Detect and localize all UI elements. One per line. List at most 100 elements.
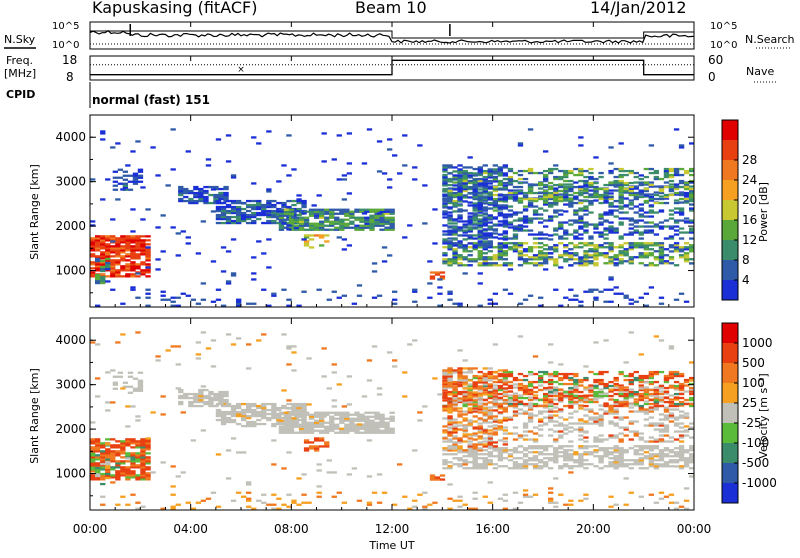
scatter-cell bbox=[379, 209, 384, 211]
scatter-cell bbox=[488, 429, 493, 431]
scatter-cell bbox=[110, 247, 115, 249]
scatter-cell bbox=[558, 447, 563, 449]
scatter-cell bbox=[251, 405, 256, 407]
scatter-cell bbox=[548, 492, 553, 494]
scatter-cell bbox=[430, 277, 435, 279]
scatter-cell bbox=[447, 431, 452, 433]
scatter-cell bbox=[598, 215, 603, 217]
noise-right-tick-low: 10^0 bbox=[710, 40, 737, 51]
scatter-cell bbox=[390, 418, 395, 420]
scatter-cell bbox=[110, 468, 115, 470]
scatter-cell bbox=[558, 395, 563, 397]
scatter-cell bbox=[614, 434, 619, 436]
scatter-cell bbox=[289, 424, 294, 426]
scatter-cell bbox=[130, 251, 135, 253]
scatter-cell bbox=[231, 222, 236, 224]
scatter-cell bbox=[468, 182, 473, 184]
freq-panel: Freq. [MHz] 18 8 60 0 Nave × bbox=[4, 53, 776, 84]
scatter-cell bbox=[518, 192, 523, 194]
scatter-cell bbox=[447, 445, 452, 447]
scatter-cell bbox=[614, 377, 619, 379]
scatter-cell bbox=[324, 432, 329, 434]
ytick-label: 2000 bbox=[55, 219, 86, 233]
scatter-cell bbox=[201, 220, 206, 222]
scatter-cell bbox=[140, 448, 145, 450]
scatter-cell bbox=[266, 417, 271, 419]
scatter-cell bbox=[543, 198, 548, 200]
scatter-cell bbox=[130, 472, 135, 474]
scatter-cell bbox=[231, 500, 236, 502]
scatter-cell bbox=[573, 391, 578, 393]
scatter-cell bbox=[183, 196, 188, 198]
scatter-cell bbox=[95, 440, 100, 442]
scatter-cell bbox=[583, 258, 588, 260]
scatter-cell bbox=[276, 415, 281, 417]
scatter-cell bbox=[246, 506, 251, 508]
freq-left-tick-high: 18 bbox=[62, 53, 77, 67]
scatter-cell bbox=[523, 181, 528, 183]
scatter-cell bbox=[503, 379, 508, 381]
scatter-cell bbox=[518, 394, 523, 396]
scatter-cell bbox=[110, 251, 115, 253]
scatter-cell bbox=[463, 182, 468, 184]
scatter-cell bbox=[543, 203, 548, 205]
scatter-cell bbox=[578, 188, 583, 190]
scatter-cell bbox=[364, 430, 369, 432]
scatter-cell bbox=[251, 136, 256, 138]
scatter-cell bbox=[603, 199, 608, 201]
scatter-cell bbox=[614, 209, 619, 211]
scatter-cell bbox=[483, 467, 488, 469]
scatter-cell bbox=[304, 447, 309, 449]
scatter-cell bbox=[115, 237, 120, 239]
scatter-cell bbox=[281, 407, 286, 409]
scatter-cell bbox=[473, 186, 478, 188]
scatter-cell bbox=[538, 399, 543, 401]
scatter-cell bbox=[669, 209, 674, 211]
scatter-cell bbox=[654, 405, 659, 407]
scatter-cell bbox=[301, 502, 306, 504]
scatter-cell bbox=[125, 444, 130, 446]
scatter-cell bbox=[553, 211, 558, 213]
scatter-cell bbox=[110, 438, 115, 440]
scatter-cell bbox=[130, 470, 135, 472]
scatter-cell bbox=[684, 188, 689, 190]
scatter-cell bbox=[457, 176, 462, 178]
scatter-cell bbox=[488, 180, 493, 182]
scatter-cell bbox=[324, 219, 329, 221]
scatter-cell bbox=[654, 194, 659, 196]
scatter-cell bbox=[251, 278, 256, 280]
scatter-cell bbox=[478, 178, 483, 180]
scatter-cell bbox=[457, 383, 462, 385]
scatter-cell bbox=[528, 412, 533, 414]
scatter-cell bbox=[251, 208, 256, 210]
scatter-cell bbox=[135, 267, 140, 269]
scatter-cell bbox=[120, 249, 125, 251]
scatter-cell bbox=[198, 192, 203, 194]
scatter-cell bbox=[236, 403, 241, 405]
scatter-cell bbox=[369, 416, 374, 418]
scatter-cell bbox=[649, 184, 654, 186]
scatter-cell bbox=[344, 213, 349, 215]
nsearch-label: N.Search bbox=[745, 33, 795, 46]
scatter-cell bbox=[548, 172, 553, 174]
scatter-cell bbox=[374, 424, 379, 426]
scatter-cell bbox=[110, 249, 115, 251]
scatter-cell bbox=[493, 264, 498, 266]
scatter-cell bbox=[452, 381, 457, 383]
scatter-cell bbox=[478, 417, 483, 419]
scatter-cell bbox=[619, 387, 624, 389]
scatter-cell bbox=[364, 416, 369, 418]
scatter-cell bbox=[324, 445, 329, 447]
scatter-cell bbox=[624, 504, 629, 506]
scatter-cell bbox=[674, 128, 679, 130]
scatter-cell bbox=[483, 459, 488, 461]
scatter-cell bbox=[583, 440, 588, 442]
scatter-cell bbox=[684, 248, 689, 250]
scatter-cell bbox=[538, 233, 543, 235]
scatter-cell bbox=[201, 331, 206, 333]
scatter-cell bbox=[231, 238, 236, 240]
scatter-cell bbox=[483, 208, 488, 210]
scatter-cell bbox=[488, 299, 493, 301]
scatter-cell bbox=[223, 188, 228, 190]
scatter-cell bbox=[493, 403, 498, 405]
